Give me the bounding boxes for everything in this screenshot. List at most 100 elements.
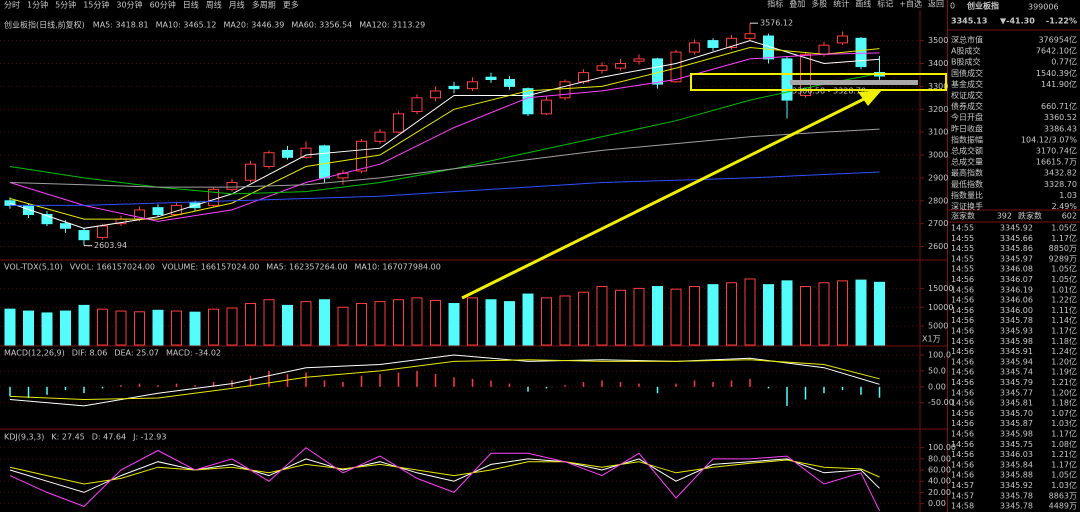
tick-time: 14:56 (951, 327, 974, 336)
stat-value: 3328.70 (1044, 180, 1077, 189)
candle-body (226, 181, 238, 190)
candle-body (411, 97, 423, 113)
volume-bar (171, 310, 182, 346)
tool-button[interactable]: +自选 (899, 0, 922, 9)
tick-time: 14:55 (951, 234, 974, 243)
legend-entry: DIF: 8.06 (72, 349, 108, 358)
stat-label: 指数量比 (951, 190, 983, 200)
candle-body (60, 223, 71, 229)
tick-price: 3345.84 (1000, 460, 1033, 469)
period-tab[interactable]: 多周期 (252, 0, 276, 10)
legend-entry: D: 47.64 (92, 433, 126, 442)
volume-bar (689, 286, 700, 346)
period-tab[interactable]: 1分钟 (27, 0, 48, 10)
tick-volume: 1.21亿 (1051, 377, 1077, 387)
y-tick-label: 2800 (928, 196, 948, 205)
y-tick-label: 10000 (928, 303, 953, 312)
tool-button[interactable]: 叠加 (789, 0, 805, 9)
tick-volume: 1.11亿 (1051, 305, 1077, 315)
volume-bar (245, 303, 256, 346)
period-tab[interactable]: 分时 (4, 0, 20, 10)
tick-price: 3345.93 (1000, 327, 1033, 336)
tick-price: 3345.78 (1000, 502, 1033, 511)
period-tab[interactable]: 15分钟 (83, 0, 109, 10)
period-tab[interactable]: 更多 (283, 0, 299, 10)
tick-volume: 1.17亿 (1051, 429, 1077, 439)
candle-body (393, 113, 404, 133)
volume-bar (615, 289, 626, 346)
candle-body (818, 44, 830, 55)
y-tick-label: 3500 (928, 36, 948, 45)
period-tab[interactable]: 月线 (229, 0, 245, 10)
indicator-line (9, 46, 880, 220)
y-tick-label: 80.00 (928, 454, 951, 463)
candle-body (781, 58, 793, 101)
volume-bar (633, 287, 645, 346)
legend-entry: MACD: -34.02 (166, 349, 221, 358)
tick-volume: 1.21亿 (1051, 449, 1077, 459)
stat-value: 104.12/3.07% (1021, 135, 1078, 144)
tick-price: 3345.79 (1000, 378, 1033, 387)
y-tick-label: 0.00 (928, 499, 946, 508)
tool-button[interactable]: 统计 (833, 0, 849, 9)
breadth-label: 跌家数 (1018, 211, 1042, 221)
tool-button[interactable]: 标记 (877, 0, 893, 9)
period-tab[interactable]: 60分钟 (150, 0, 176, 10)
tick-volume: 8863万 (1049, 491, 1077, 500)
volume-bar (837, 280, 848, 346)
y-tick-label: 60.00 (928, 466, 951, 475)
stat-label: 总成交额 (951, 146, 983, 156)
volume-bar (596, 286, 608, 346)
tick-price: 3346.08 (1000, 265, 1033, 274)
tick-time: 14:56 (951, 357, 974, 366)
quote-marker: 0 (950, 2, 955, 11)
indicator-line (9, 40, 880, 229)
period-tab[interactable]: 5分钟 (55, 0, 76, 10)
stat-label: 权证成交 (951, 90, 983, 100)
volume-bar (41, 312, 53, 346)
volume-bar (78, 304, 90, 346)
period-tab[interactable]: 周线 (206, 0, 222, 10)
tick-volume: 4489万 (1049, 502, 1077, 511)
stat-value: 7642.10亿 (1036, 46, 1077, 56)
tool-button[interactable]: 多股 (811, 0, 827, 9)
candle-body (522, 88, 534, 115)
candle-body (245, 163, 256, 181)
tick-volume: 1.24亿 (1051, 346, 1077, 356)
stat-value: 1.03 (1059, 191, 1077, 200)
tool-button[interactable]: 指标 (767, 0, 783, 9)
volume-bar (448, 303, 460, 346)
volume-bar (818, 282, 830, 346)
volume-bar (337, 306, 349, 346)
breadth-up: 392 (997, 212, 1012, 221)
candle-body (837, 35, 848, 44)
volume-bar (504, 301, 515, 346)
tick-volume: 1.17亿 (1051, 459, 1077, 469)
tick-volume: 1.17亿 (1051, 326, 1077, 336)
tick-time: 14:56 (951, 450, 974, 459)
candle-body (541, 99, 552, 115)
chart-title: 创业板指(日线,前复权) (4, 20, 85, 30)
stat-label: 今日开盘 (951, 112, 983, 122)
tick-volume: 1.19亿 (1051, 367, 1077, 377)
tick-volume: 1.05亿 (1051, 274, 1077, 284)
candle-body (356, 140, 367, 172)
volume-bar (781, 280, 793, 346)
tick-price: 3345.74 (1000, 368, 1033, 377)
period-tab[interactable]: 30分钟 (116, 0, 142, 10)
period-tab[interactable]: 日线 (183, 0, 199, 10)
tick-volume: 1.05亿 (1051, 264, 1077, 274)
tool-button[interactable]: 画线 (855, 0, 871, 9)
tick-price: 3345.78 (1000, 491, 1033, 500)
stat-label: 基金成交 (951, 79, 983, 89)
volume-bar (855, 279, 867, 346)
candle-body (615, 62, 626, 69)
y-tick-label: 3300 (928, 82, 948, 91)
tick-volume: 1.03亿 (1051, 480, 1077, 490)
legend-entry: J: -12.93 (132, 433, 166, 442)
stat-label: 昨日收盘 (951, 123, 983, 133)
tool-button[interactable]: 返回 (928, 0, 944, 9)
y-tick-label: 2700 (928, 219, 948, 228)
tick-price: 3345.91 (1000, 347, 1033, 356)
